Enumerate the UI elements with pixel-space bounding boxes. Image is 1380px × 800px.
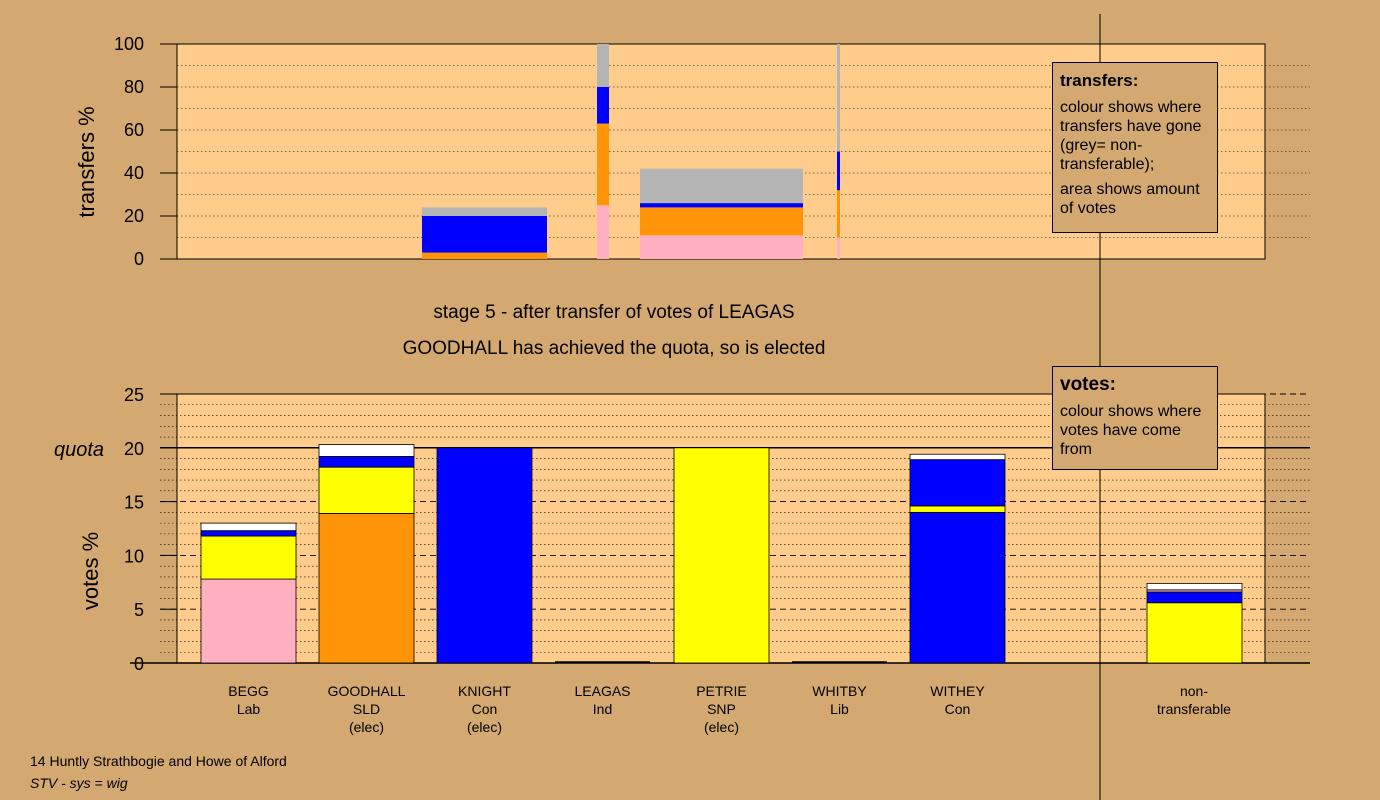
candidate-party: Con [944,701,971,717]
vote-segment [200,530,297,537]
transfer-segment [837,151,840,191]
vote-segment [200,535,297,580]
vote-segment [909,511,1006,664]
vote-segment [909,505,1006,513]
vote-segment [200,522,297,532]
transfer-segment [422,207,547,216]
vote-segment [1146,582,1243,591]
candidate-label-withey: WITHEY Con [898,682,1018,718]
candidate-name: BEGG [228,683,269,699]
candidate-status: (elec) [466,719,502,735]
transfer-segment [597,123,609,206]
candidate-label-begg: BEGG Lab [189,682,309,718]
votes-tick-label: 25 [124,385,144,405]
candidate-name: LEAGAS [574,683,631,699]
vote-segment [318,466,415,514]
transfers-legend-line2: area shows amount of votes [1060,181,1200,217]
candidate-label-leagas: LEAGAS Ind [543,682,663,718]
votes-tick-label: 5 [134,600,144,620]
votes-y-axis-label: votes % [78,532,103,610]
vote-segment [909,459,1006,507]
candidate-label-whitby: WHITBY Lib [780,682,900,718]
transfers-tick-label: 0 [134,249,144,269]
votes-tick-label: 10 [124,546,144,566]
transfers-bars [422,44,840,259]
votes-tick-label: 0 [134,654,144,674]
nontransferable-label-text: non-transferable [1157,683,1231,717]
candidate-label-petrie: PETRIE SNP (elec) [662,682,782,736]
transfers-y-ticks: 0 20 40 60 80 100 [114,34,177,269]
votes-bars [200,444,1243,664]
transfer-segment [597,87,609,124]
transfer-segment [640,168,803,204]
vote-segment [1146,591,1243,604]
footer-constituency: 14 Huntly Strathbogie and Howe of Alford [30,753,287,769]
candidate-label-knight: KNIGHT Con (elec) [425,682,545,736]
transfer-segment [640,235,803,259]
stage-title: stage 5 - after transfer of votes of LEA… [433,302,795,323]
candidate-name: WITHEY [930,683,985,699]
votes-y-ticks: 0 5 10 15 20 25 [124,385,177,674]
transfers-tick-label: 40 [124,163,144,183]
transfer-segment [422,216,547,253]
candidate-party: Lib [830,701,849,717]
candidate-label-goodhall: GOODHALL SLD (elec) [307,682,427,736]
candidate-party: SNP [707,701,736,717]
candidate-name: GOODHALL [327,683,406,699]
votes-tick-label: 15 [124,493,144,513]
transfers-legend: transfers: colour shows where transfers … [1052,62,1218,233]
vote-segment [1146,602,1243,664]
vote-segment [673,447,770,664]
votes-legend: votes: colour shows where votes have com… [1052,366,1218,470]
candidate-party: Con [471,701,498,717]
vote-segment [909,453,1006,461]
transfers-tick-label: 20 [124,206,144,226]
votes-tick-label: 20 [124,439,144,459]
nontransferable-label: non-transferable [1134,682,1254,718]
votes-legend-title: votes: [1060,374,1116,395]
candidate-party: Lab [236,701,261,717]
vote-segment [318,513,415,664]
transfer-segment [640,203,803,208]
candidate-party: Ind [592,701,613,717]
candidate-party: SLD [352,701,381,717]
stage-subtitle: GOODHALL has achieved the quota, so is e… [402,338,826,359]
transfers-tick-label: 60 [124,120,144,140]
transfer-segment [837,44,840,152]
transfers-tick-label: 100 [114,34,144,54]
transfers-y-axis-label: transfers % [74,106,99,217]
votes-legend-line1: colour shows where votes have come from [1060,403,1202,458]
vote-segment [318,456,415,468]
quota-label: quota [54,439,104,461]
candidate-status: (elec) [348,719,384,735]
vote-segment [200,578,297,664]
transfers-tick-label: 80 [124,77,144,97]
transfer-segment [597,44,609,87]
transfer-segment [597,205,609,259]
transfer-segment [837,237,840,259]
candidate-name: KNIGHT [458,683,511,699]
candidate-name: PETRIE [696,683,747,699]
candidate-name: WHITBY [812,683,867,699]
transfers-legend-line1: colour shows where transfers have gone (… [1060,99,1202,173]
transfer-segment [640,207,803,236]
transfer-segment [837,190,840,238]
transfer-segment [422,252,547,259]
vote-segment [318,444,415,457]
transfers-legend-title: transfers: [1060,71,1139,90]
vote-segment [436,447,533,664]
footer-system: STV - sys = wig [30,775,128,791]
candidate-status: (elec) [703,719,739,735]
